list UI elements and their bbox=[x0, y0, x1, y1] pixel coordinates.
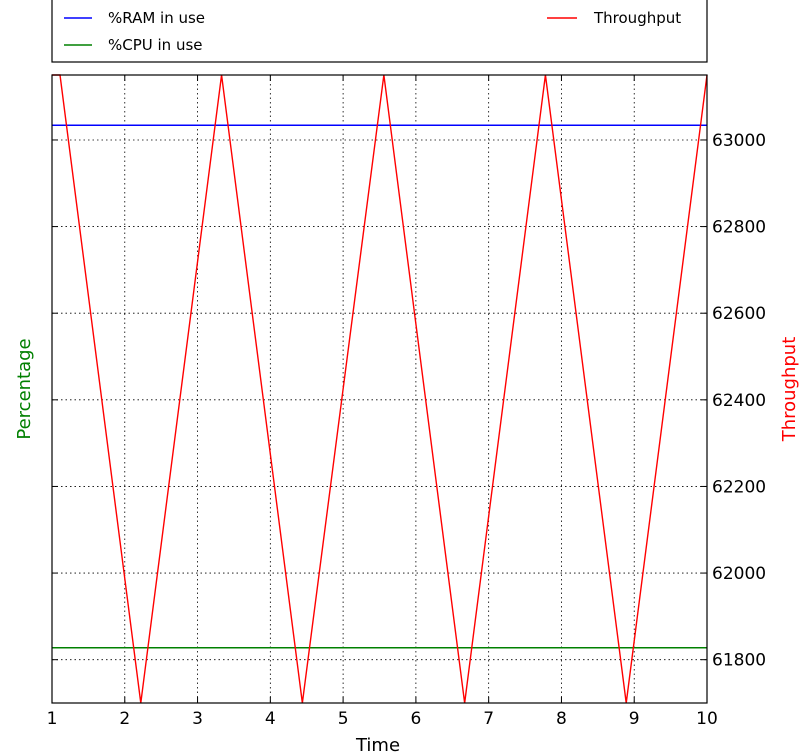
legend-label: %CPU in use bbox=[108, 36, 203, 54]
legend: %RAM in use %CPU in use Throughput bbox=[51, 0, 708, 63]
x-tick-label: 10 bbox=[696, 709, 718, 729]
x-axis: 1 2 3 4 5 6 7 8 9 10 bbox=[47, 75, 718, 729]
x-tick-label: 9 bbox=[629, 709, 640, 729]
y-tick-label: 63000 bbox=[712, 131, 766, 151]
legend-label: Throughput bbox=[593, 9, 681, 27]
x-tick-label: 5 bbox=[338, 709, 349, 729]
x-tick-label: 8 bbox=[556, 709, 567, 729]
plot-frame bbox=[51, 74, 708, 704]
series-layer bbox=[52, 74, 708, 704]
y-tick-label: 62000 bbox=[712, 564, 766, 584]
legend-label: %RAM in use bbox=[108, 9, 205, 27]
y-axis-left-label: Percentage bbox=[14, 338, 35, 439]
x-tick-label: 7 bbox=[483, 709, 494, 729]
legend-box bbox=[51, 0, 708, 63]
y-tick-label: 61800 bbox=[712, 651, 766, 671]
y-tick-label: 62800 bbox=[712, 218, 766, 238]
y-tick-label: 62200 bbox=[712, 477, 766, 497]
x-tick-label: 6 bbox=[410, 709, 421, 729]
y-axis-right-label: Throughput bbox=[779, 337, 800, 443]
grid bbox=[52, 75, 707, 703]
x-tick-label: 4 bbox=[265, 709, 276, 729]
x-tick-label: 3 bbox=[192, 709, 203, 729]
x-tick-label: 1 bbox=[47, 709, 58, 729]
x-tick-label: 2 bbox=[119, 709, 130, 729]
x-axis-label: Time bbox=[355, 735, 400, 756]
y-tick-label: 62600 bbox=[712, 304, 766, 324]
y-axis-right: 61800 62000 62200 62400 62600 62800 63000 bbox=[52, 131, 766, 671]
y-tick-label: 62400 bbox=[712, 391, 766, 411]
series-line bbox=[52, 74, 708, 704]
